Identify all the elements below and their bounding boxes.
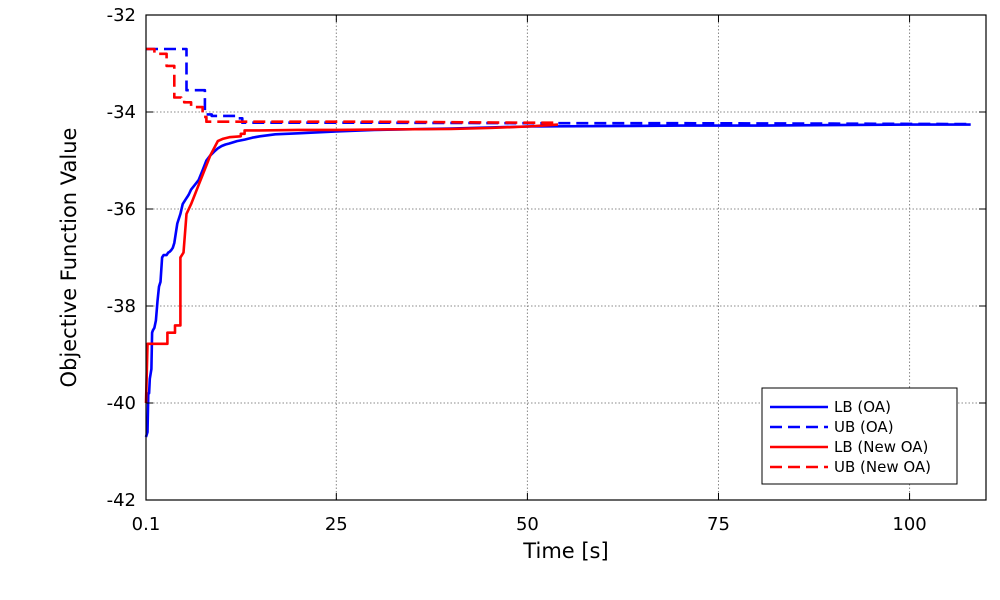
axis-ticks: 0.1 25 50 75 100 -42 -40 -38 -36 -34 -32 xyxy=(107,5,986,535)
legend-label-0: LB (OA) xyxy=(834,398,891,416)
legend-label-1: UB (OA) xyxy=(834,418,894,436)
legend-label-2: LB (New OA) xyxy=(834,438,928,456)
x-tick-label: 100 xyxy=(892,514,926,535)
x-tick-label: 25 xyxy=(325,514,348,535)
series-line-2 xyxy=(144,123,559,404)
x-tick-label: 75 xyxy=(707,514,730,535)
y-axis-title: Objective Function Value xyxy=(57,128,81,388)
y-tick-label: -40 xyxy=(107,393,136,414)
grid-lines xyxy=(146,15,986,500)
x-tick-label: 50 xyxy=(516,514,539,535)
x-tick-label: 0.1 xyxy=(132,514,161,535)
legend: LB (OA) UB (OA) LB (New OA) UB (New OA) xyxy=(761,387,958,485)
y-tick-label: -34 xyxy=(107,102,136,123)
y-tick-label: -38 xyxy=(107,296,136,317)
y-tick-label: -32 xyxy=(107,5,136,26)
legend-label-3: UB (New OA) xyxy=(834,458,931,476)
plot-frame xyxy=(145,14,987,501)
series-line-1 xyxy=(146,47,971,126)
x-axis-title: Time [s] xyxy=(522,539,608,563)
y-tick-label: -36 xyxy=(107,199,136,220)
series-line-3 xyxy=(146,47,558,124)
series-lines xyxy=(144,47,971,438)
y-tick-label: -42 xyxy=(107,490,136,511)
